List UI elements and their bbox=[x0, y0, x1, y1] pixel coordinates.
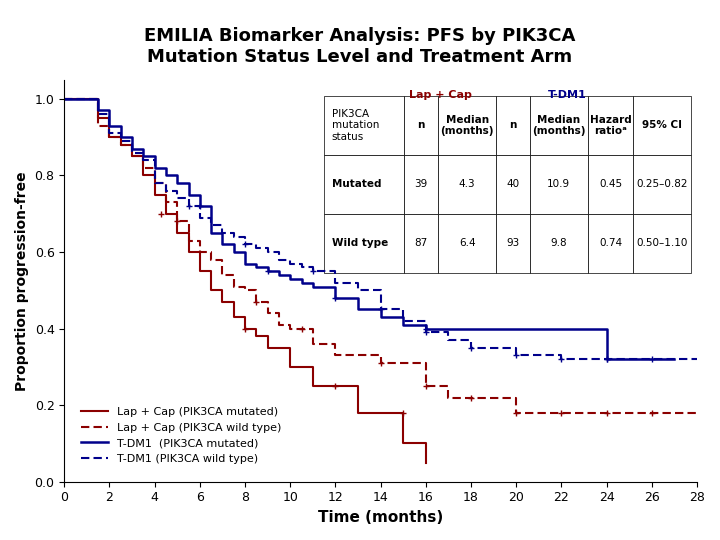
Text: T-DM1: T-DM1 bbox=[548, 90, 587, 100]
Legend: Lap + Cap (PIK3CA mutated), Lap + Cap (PIK3CA wild type), T-DM1  (PIK3CA mutated: Lap + Cap (PIK3CA mutated), Lap + Cap (P… bbox=[76, 403, 286, 468]
Text: Lap + Cap: Lap + Cap bbox=[410, 90, 472, 100]
Y-axis label: Proportion progression-free: Proportion progression-free bbox=[15, 171, 29, 390]
X-axis label: Time (months): Time (months) bbox=[318, 510, 444, 525]
Text: EMILIA Biomarker Analysis: PFS by PIK3CA
Mutation Status Level and Treatment Arm: EMILIA Biomarker Analysis: PFS by PIK3CA… bbox=[144, 27, 576, 66]
